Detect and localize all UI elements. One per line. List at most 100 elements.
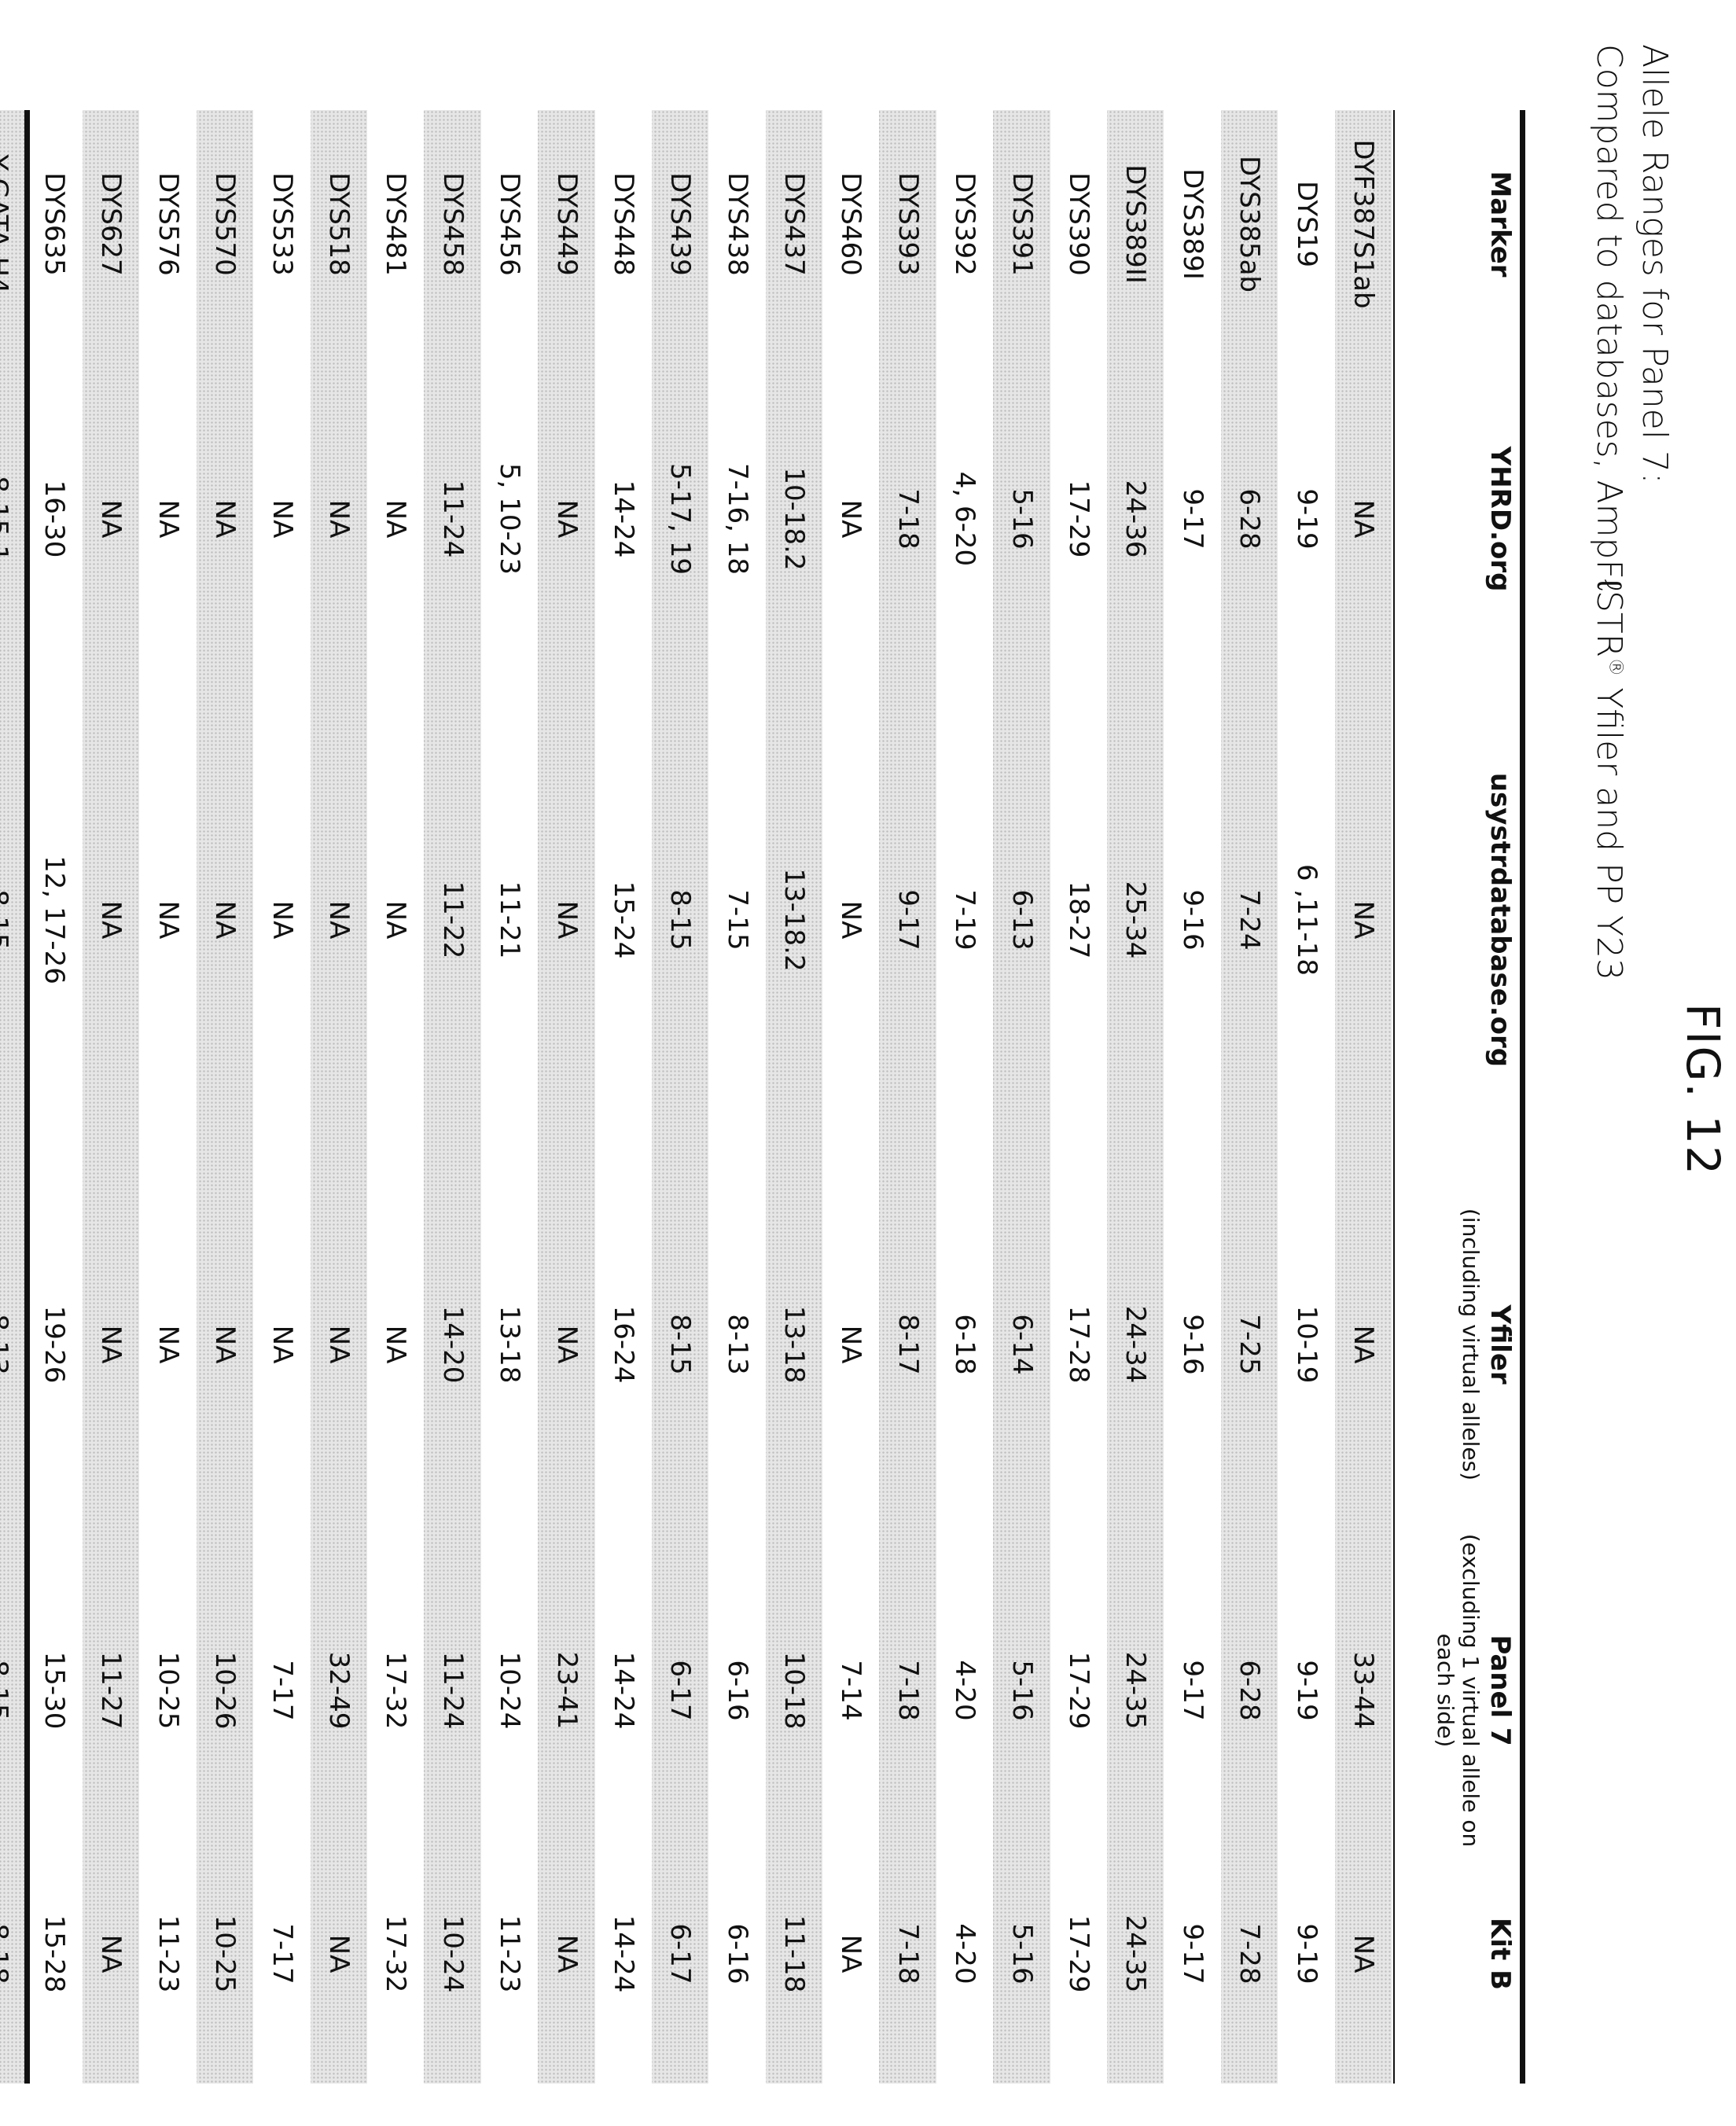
range-cell: 9-16 (1176, 889, 1208, 951)
table-row: DYS635 16-30 12, 17-26 19-26 15-30 15-28 (26, 110, 83, 2084)
range-cell: 7-25 (1234, 1314, 1266, 1375)
range-cell: 11-18 (778, 1915, 811, 1993)
range-cell: 5-16 (1006, 488, 1038, 550)
title-line-1: Allele Ranges for Panel 7: (1635, 44, 1675, 484)
range-cell: 11-27 (95, 1651, 127, 1730)
marker-cell: DYS392 (949, 172, 981, 276)
range-cell: NA (1348, 900, 1379, 940)
marker-cell: DYS635 (39, 172, 71, 276)
range-cell: 32-49 (322, 1651, 355, 1730)
header-subtitle: (excluding 1 virtual allele on each side… (1433, 1533, 1484, 1848)
range-cell: 15-30 (39, 1651, 71, 1730)
marker-cell: DYS458 (436, 172, 469, 276)
range-cell: NA (95, 900, 127, 940)
range-cell: 9-19 (1290, 1923, 1322, 1984)
table-row: Y-GATA-H4 8-15.1 8-15 8-13 8-15 8-18 (0, 110, 26, 2084)
table-row: DYS518 NA NA NA 32-49 NA (310, 110, 367, 2084)
range-cell: 15-24 (607, 881, 639, 959)
range-cell: 6-17 (664, 1923, 697, 1984)
range-cell: 5-16 (1006, 1923, 1038, 1984)
range-cell: 4-20 (949, 1660, 981, 1721)
range-cell: NA (1348, 1934, 1379, 1973)
header-label: Panel 7 (1484, 1635, 1516, 1746)
header-panel7: Panel 7 (excluding 1 virtual allele on ea… (1433, 1525, 1516, 1856)
marker-cell: DYF387S1ab (1348, 139, 1379, 309)
range-cell: 25-34 (1120, 881, 1152, 959)
range-cell: 13-18 (494, 1305, 526, 1384)
table-row: DYS393 7-18 9-17 8-17 7-18 7-18 (879, 110, 936, 2084)
header-label: Yfiler (1484, 1304, 1516, 1385)
table-row: DYS449 NA NA NA 23-41 NA (538, 110, 595, 2084)
range-cell: 11-21 (494, 881, 526, 959)
header-kitb: Kit B (1484, 1824, 1516, 2084)
range-cell: 6-28 (1234, 488, 1266, 550)
range-cell: 8-18 (0, 1923, 13, 1984)
table-row: DYS389II 24-36 25-34 24-34 24-35 24-35 (1107, 110, 1164, 2084)
marker-cell: DYS460 (835, 172, 867, 276)
range-cell: 11-23 (494, 1915, 526, 1993)
range-cell: 16-30 (39, 480, 71, 558)
table-row: DYS390 17-29 18-27 17-28 17-29 17-29 (1050, 110, 1107, 2084)
range-cell: 6-17 (664, 1660, 697, 1721)
marker-cell: DYS437 (778, 172, 811, 276)
range-cell: NA (380, 1325, 412, 1364)
range-cell: 10-18.2 (778, 467, 811, 571)
marker-cell: DYS385ab (1234, 156, 1266, 292)
table-row: DYS392 4, 6-20 7-19 6-18 4-20 4-20 (936, 110, 993, 2084)
registered-mark: ® (1605, 657, 1628, 677)
table-row: DYF387S1ab NA NA NA 33-44 NA (1334, 110, 1392, 2084)
range-cell: NA (835, 499, 867, 539)
range-cell: NA (835, 1325, 867, 1364)
table-row: DYS458 11-24 11-22 14-20 11-24 10-24 (424, 110, 481, 2084)
range-cell: 24-35 (1120, 1915, 1152, 1993)
range-cell: 17-28 (1063, 1305, 1095, 1384)
range-cell: 23-41 (550, 1651, 583, 1730)
range-cell: 7-17 (266, 1923, 298, 1984)
table-row: DYS570 NA NA NA 10-26 10-25 (196, 110, 254, 2084)
range-cell: 4-20 (949, 1923, 981, 1984)
marker-cell: DYS19 (1290, 181, 1322, 267)
range-cell: NA (1348, 499, 1379, 539)
table-row: DYS481 NA NA NA 17-32 17-32 (367, 110, 424, 2084)
title-line-2-text: Compared to databases, AmpFℓSTR (1589, 44, 1629, 658)
range-cell: NA (95, 1325, 127, 1364)
title-line-2: Compared to databases, AmpFℓSTR® Yfiler … (1589, 44, 1629, 980)
range-cell: 6-13 (1006, 889, 1038, 951)
marker-cell: DYS438 (721, 172, 753, 276)
range-cell: 17-32 (380, 1915, 412, 1993)
table-header: Marker YHRD.org usystrdatabase.org Yfile… (1398, 110, 1516, 2084)
range-cell: 5-17, 19 (664, 462, 697, 576)
header-yhrd: YHRD.org (1484, 385, 1516, 653)
range-cell: 10-24 (494, 1651, 526, 1730)
range-cell: 24-34 (1120, 1305, 1152, 1384)
range-cell: NA (266, 900, 298, 940)
range-cell: 10-18 (778, 1651, 811, 1730)
range-cell: 17-29 (1063, 1915, 1095, 1993)
table-row: DYS439 5-17, 19 8-15 8-15 6-17 6-17 (651, 110, 709, 2084)
range-cell: 8-15 (0, 1660, 13, 1721)
range-cell: 17-29 (1063, 1651, 1095, 1730)
header-marker: Marker (1484, 110, 1516, 338)
range-cell: 6-28 (1234, 1660, 1266, 1721)
range-cell: 9-19 (1290, 488, 1322, 550)
range-cell: 15-28 (39, 1915, 71, 1993)
range-cell: NA (266, 499, 298, 539)
range-cell: 6-16 (721, 1660, 753, 1721)
table-row: DYS448 14-24 15-24 16-24 14-24 14-24 (595, 110, 652, 2084)
header-yfiler: Yfiler (including virtual alleles) (1458, 1179, 1516, 1510)
range-cell: 10-26 (209, 1651, 241, 1730)
range-cell: 8-13 (721, 1314, 753, 1375)
range-cell: 14-24 (607, 1915, 639, 1993)
marker-cell: DYS449 (550, 172, 583, 276)
range-cell: NA (322, 499, 355, 539)
marker-cell: DYS456 (494, 172, 526, 276)
table-row: DYS576 NA NA NA 10-25 11-23 (139, 110, 196, 2084)
range-cell: 13-18.2 (778, 868, 811, 972)
range-cell: 7-24 (1234, 889, 1266, 951)
range-cell: 9-16 (1176, 1314, 1208, 1375)
marker-cell: DYS391 (1006, 172, 1038, 276)
range-cell: 7-18 (892, 488, 924, 550)
range-cell: 7-18 (892, 1660, 924, 1721)
range-cell: 8-15 (664, 889, 697, 951)
